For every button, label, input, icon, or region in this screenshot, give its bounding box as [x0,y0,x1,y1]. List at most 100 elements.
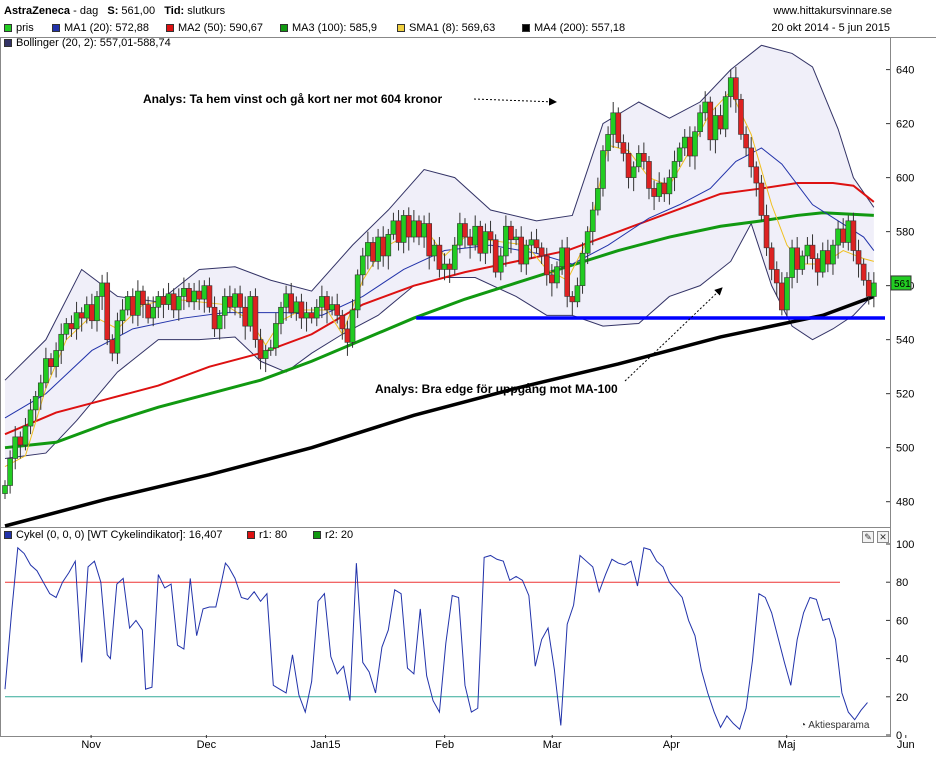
candle [605,134,611,151]
candle [845,220,852,243]
legend-item: MA4 (200): 557,18 [522,22,625,34]
candle [181,288,187,297]
legend-swatch [280,24,288,32]
candle [584,231,591,254]
x-tick-label: Jun [897,739,915,751]
candle [359,255,366,276]
candle [615,112,622,143]
legend-label: Cykel (0, 0, 0) [WT Cykelindikator]: 16,… [16,529,223,541]
candle [319,296,325,308]
price-plot: 561 [2,44,912,528]
lower-legend-item: r1: 80 [247,529,287,541]
candle [799,255,806,270]
header-title: AstraZeneca - dag S: 561,00 Tid: slutkur… [4,5,225,17]
legend-label: MA3 (100): 585,9 [292,22,377,34]
x-axis: Nov Dec Jan15 Feb Mar Apr Maj Jun [81,735,915,751]
candle [651,188,657,197]
candle [370,242,376,262]
candle [175,296,182,311]
lower-y-tick-label: 80 [896,577,908,589]
legend-label: pris [16,22,34,34]
close-icon[interactable]: ✕ [877,531,889,543]
legend-item: pris [4,22,34,34]
candle [89,304,95,322]
candle [814,258,821,273]
candle [666,177,673,195]
lower-y-tick-label: 0 [896,730,902,742]
candle [707,101,714,141]
candle [477,225,484,254]
candle [727,77,734,97]
candle [661,182,668,195]
x-tick-label: Nov [81,739,101,751]
candle [405,215,412,238]
candle [196,290,203,300]
candle [487,231,494,241]
candle [165,293,172,305]
x-tick-label: Feb [435,739,454,751]
legend-swatch [4,24,12,32]
candle [247,296,254,327]
candle [278,306,284,324]
candle [538,247,545,257]
candle [99,282,105,297]
wrench-icon[interactable]: ✎ [862,531,874,543]
candle [78,312,85,319]
lower-y-tick-label: 20 [896,692,908,704]
lower-legend-item: Cykel (0, 0, 0) [WT Cykelindikator]: 16,… [4,529,222,541]
candle [518,236,525,265]
candle [308,312,315,319]
candle [692,131,698,157]
legend-swatch [52,24,60,32]
candle [344,328,351,343]
candle [446,263,453,270]
candle [135,290,141,316]
annotation-top: Analys: Ta hem vinst och gå kort ner mot… [143,92,443,106]
candle [431,244,438,257]
candle [773,269,780,284]
annotation-bottom: Analys: Bra edge för uppgång mot MA-100 [375,382,618,396]
lower-y-tick-label: 40 [896,654,908,666]
candle [298,301,305,319]
candle [48,358,54,367]
candle [53,350,59,367]
candle [508,225,514,241]
candle [574,285,581,303]
candle [58,333,65,351]
candle [293,301,300,313]
candle [365,242,371,257]
watermark: ◔ Aktiesparama [800,720,869,731]
candle [68,323,75,330]
candle [758,182,765,216]
price-badge [890,275,912,291]
legend-item: MA1 (20): 572,88 [52,22,149,34]
stock-name: AstraZeneca [4,5,71,17]
y-tick-label: 500 [896,443,914,455]
candle [738,99,744,135]
legend-label: SMA1 (8): 569,63 [409,22,496,34]
site-url[interactable]: www.hittakursvinnare.se [773,5,892,17]
candle [313,306,320,319]
candle [620,142,627,154]
candle [201,285,208,300]
candle [160,296,167,305]
candle [227,296,233,308]
watermark-text: Aktiesparama [808,720,870,731]
candle [860,263,867,281]
candle [513,236,519,241]
candle [273,323,279,349]
candle [211,306,218,330]
candle [753,166,760,184]
y-tick-label: 580 [896,227,914,239]
candle [671,161,678,178]
candle [835,228,841,246]
candle [717,115,724,130]
candle [630,166,637,178]
candle [451,244,458,270]
candle [27,409,34,427]
cycle-indicator-line [4,546,868,731]
candle [600,150,606,189]
candle [416,220,422,238]
candle [528,239,535,246]
candle [7,458,13,486]
